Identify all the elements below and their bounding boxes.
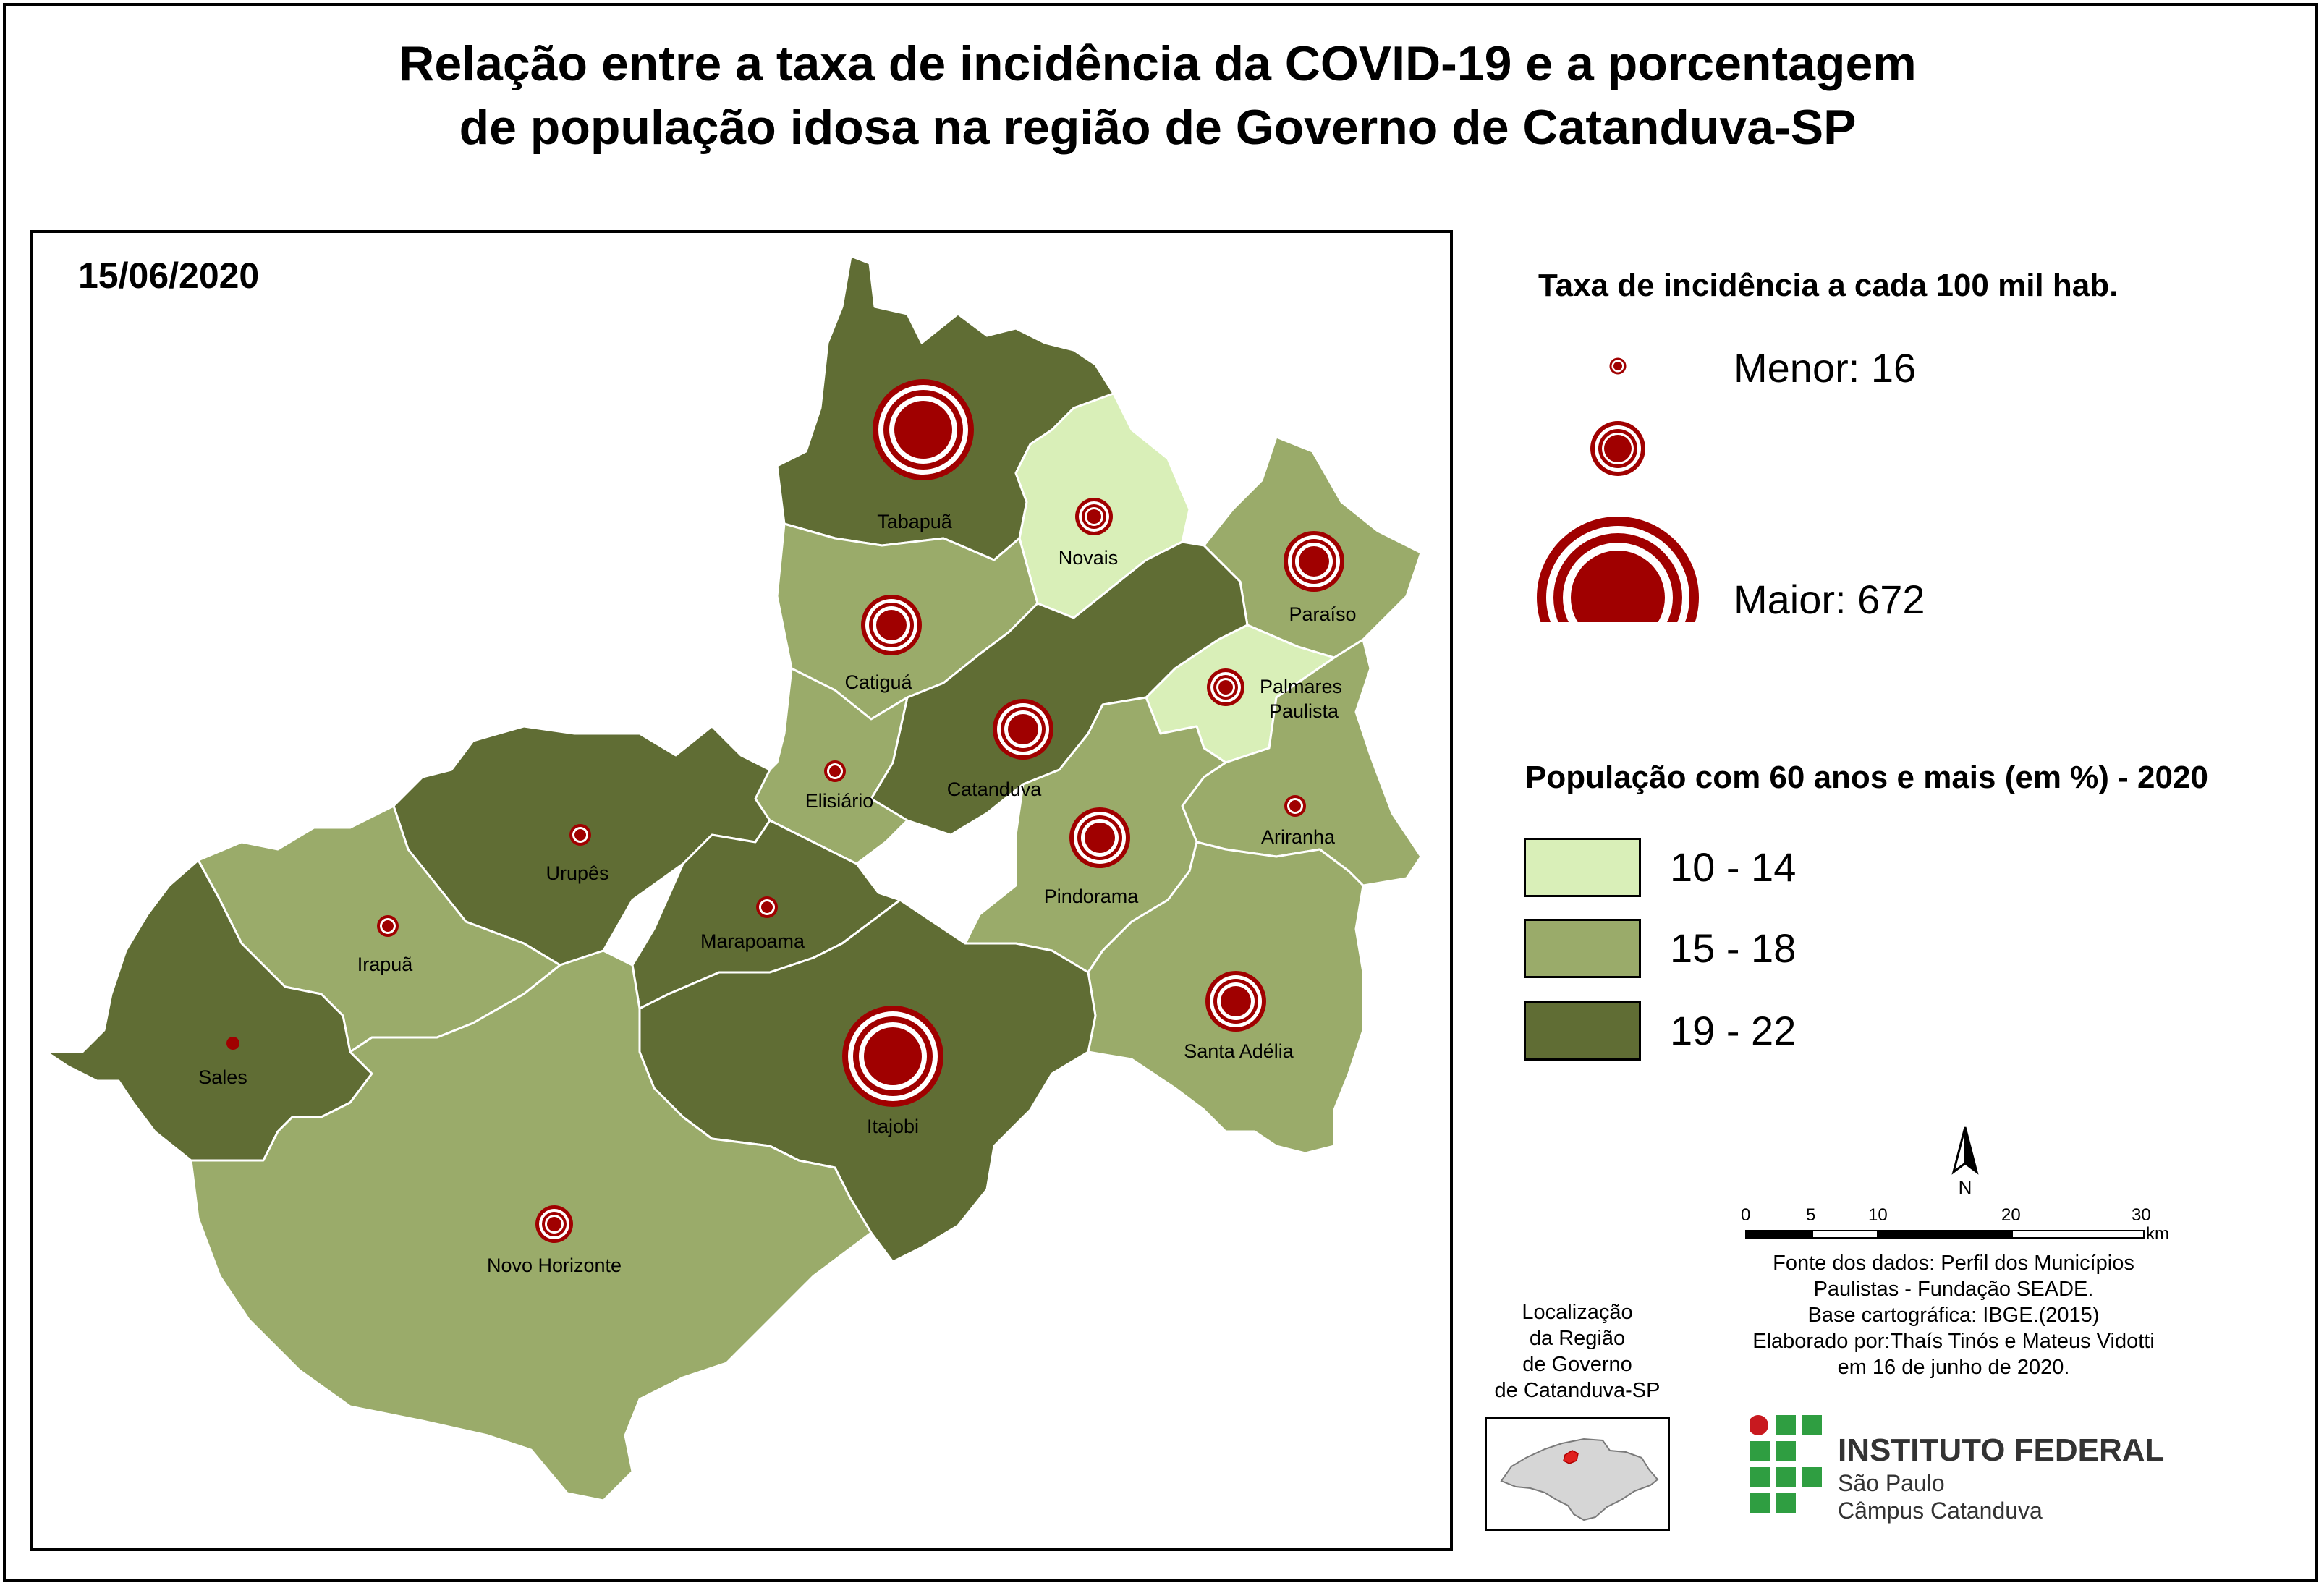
scale-tick-30: 30 <box>2132 1205 2151 1225</box>
location-line-1: Localização <box>1522 1301 1633 1324</box>
incidence-circle-pindorama[interactable] <box>1069 807 1130 868</box>
institute-name: INSTITUTO FEDERAL <box>1838 1432 2165 1468</box>
title-line-2: de população idosa na região de Governo … <box>459 100 1857 155</box>
label-tabapua: Tabapuã <box>877 511 953 532</box>
scale-tick-10: 10 <box>1868 1205 1888 1225</box>
label-novais: Novais <box>1059 547 1119 569</box>
label-novo-horizonte: Novo Horizonte <box>487 1254 622 1276</box>
incidence-circle-palmares-paulista[interactable] <box>1207 668 1244 706</box>
population-legend-title: População com 60 anos e mais (em %) - 20… <box>1525 760 2208 795</box>
incidence-circle-irapua[interactable] <box>377 915 399 937</box>
label-elisiario: Elisiário <box>805 790 874 812</box>
swatch-class-1 <box>1524 838 1641 897</box>
label-catigua: Catiguá <box>844 671 912 693</box>
incidence-legend-title: Taxa de incidência a cada 100 mil hab. <box>1538 268 2119 303</box>
source-line-2: Paulistas - Fundação SEADE. <box>1813 1278 2094 1301</box>
label-itajobi: Itajobi <box>867 1116 919 1137</box>
legend-circle-medium <box>1590 421 1645 476</box>
map-title: Relação entre a taxa de incidência da CO… <box>0 32 2315 159</box>
map-frame <box>3 3 2318 1582</box>
incidence-legend-symbols <box>1537 357 1699 622</box>
scale-tick-5: 5 <box>1806 1205 1816 1225</box>
incidence-circle-novais[interactable] <box>1075 498 1113 535</box>
municipality-labels: Tabapuã Novais Paraíso Catiguá Palmares … <box>198 511 1356 1276</box>
location-inset-map <box>1485 1417 1670 1531</box>
source-line-5: em 16 de junho de 2020. <box>1837 1356 2070 1379</box>
incidence-circle-tabapua[interactable] <box>873 379 974 480</box>
map-date: 15/06/2020 <box>78 255 260 296</box>
incidence-max-label: Maior: 672 <box>1734 577 1925 622</box>
incidence-circle-santa-adelia[interactable] <box>1205 971 1266 1032</box>
instituto-federal-logo-icon <box>1750 1415 1822 1513</box>
location-note: Localização da Região de Governo de Cata… <box>1469 1299 1686 1404</box>
label-santa-adelia: Santa Adélia <box>1184 1040 1294 1062</box>
label-sales: Sales <box>198 1066 247 1088</box>
label-catanduva: Catanduva <box>947 778 1043 800</box>
source-line-3: Base cartográfica: IBGE.(2015) <box>1807 1304 2100 1327</box>
swatch-class-2 <box>1524 919 1641 978</box>
source-line-4: Elaborado por:Thaís Tinós e Mateus Vidot… <box>1752 1330 2155 1353</box>
north-label: N <box>1959 1176 1972 1197</box>
label-urupes: Urupês <box>546 862 608 884</box>
incidence-circle-marapoama[interactable] <box>756 896 778 918</box>
location-line-4: de Catanduva-SP <box>1494 1379 1661 1402</box>
location-line-2: da Região <box>1529 1327 1626 1350</box>
incidence-circle-catanduva[interactable] <box>993 699 1053 760</box>
incidence-circle-sales[interactable] <box>226 1037 239 1050</box>
label-marapoama: Marapoama <box>700 930 805 952</box>
incidence-circle-novo-horizonte[interactable] <box>535 1205 573 1243</box>
label-paraiso: Paraíso <box>1289 603 1356 625</box>
label-irapua: Irapuã <box>357 954 414 975</box>
legend-circle-small <box>1609 357 1627 375</box>
incidence-circle-itajobi[interactable] <box>842 1006 943 1107</box>
label-paulista: Paulista <box>1269 700 1339 722</box>
class-3-label: 19 - 22 <box>1670 1008 1797 1053</box>
label-palmares: Palmares <box>1260 676 1342 697</box>
incidence-circle-catigua[interactable] <box>861 595 922 655</box>
class-1-label: 10 - 14 <box>1670 844 1797 890</box>
scale-unit: km <box>2146 1224 2169 1244</box>
north-arrow-icon: N <box>1951 1126 1979 1197</box>
sao-paulo-state-icon <box>1500 1438 1659 1521</box>
map-panel: Tabapuã Novais Paraíso Catiguá Palmares … <box>30 230 1453 1551</box>
institute-campus: Câmpus Catanduva <box>1838 1498 2043 1524</box>
institute-state: São Paulo <box>1838 1470 1945 1496</box>
title-line-1: Relação entre a taxa de incidência da CO… <box>399 36 1917 91</box>
incidence-circle-urupes[interactable] <box>569 824 591 846</box>
incidence-circles <box>226 379 1344 1243</box>
label-pindorama: Pindorama <box>1044 886 1140 907</box>
incidence-circle-ariranha[interactable] <box>1284 795 1306 817</box>
location-line-3: de Governo <box>1522 1353 1632 1376</box>
source-line-1: Fonte dos dados: Perfil dos Municípios <box>1773 1252 2134 1275</box>
incidence-min-label: Menor: 16 <box>1734 345 1917 391</box>
label-ariranha: Ariranha <box>1261 826 1336 848</box>
scale-tick-20: 20 <box>2001 1205 2021 1225</box>
incidence-circle-elisiario[interactable] <box>824 760 846 782</box>
class-2-label: 15 - 18 <box>1670 925 1797 971</box>
scale-tick-0: 0 <box>1741 1205 1751 1225</box>
region-map: Tabapuã Novais Paraíso Catiguá Palmares … <box>45 255 1422 1502</box>
swatch-class-3 <box>1524 1001 1641 1061</box>
source-note: Fonte dos dados: Perfil dos Municípios P… <box>1708 1250 2200 1380</box>
incidence-circle-paraiso[interactable] <box>1284 531 1344 592</box>
municipality-novo-horizonte[interactable] <box>190 949 873 1502</box>
legend-circle-large <box>1537 517 1699 622</box>
